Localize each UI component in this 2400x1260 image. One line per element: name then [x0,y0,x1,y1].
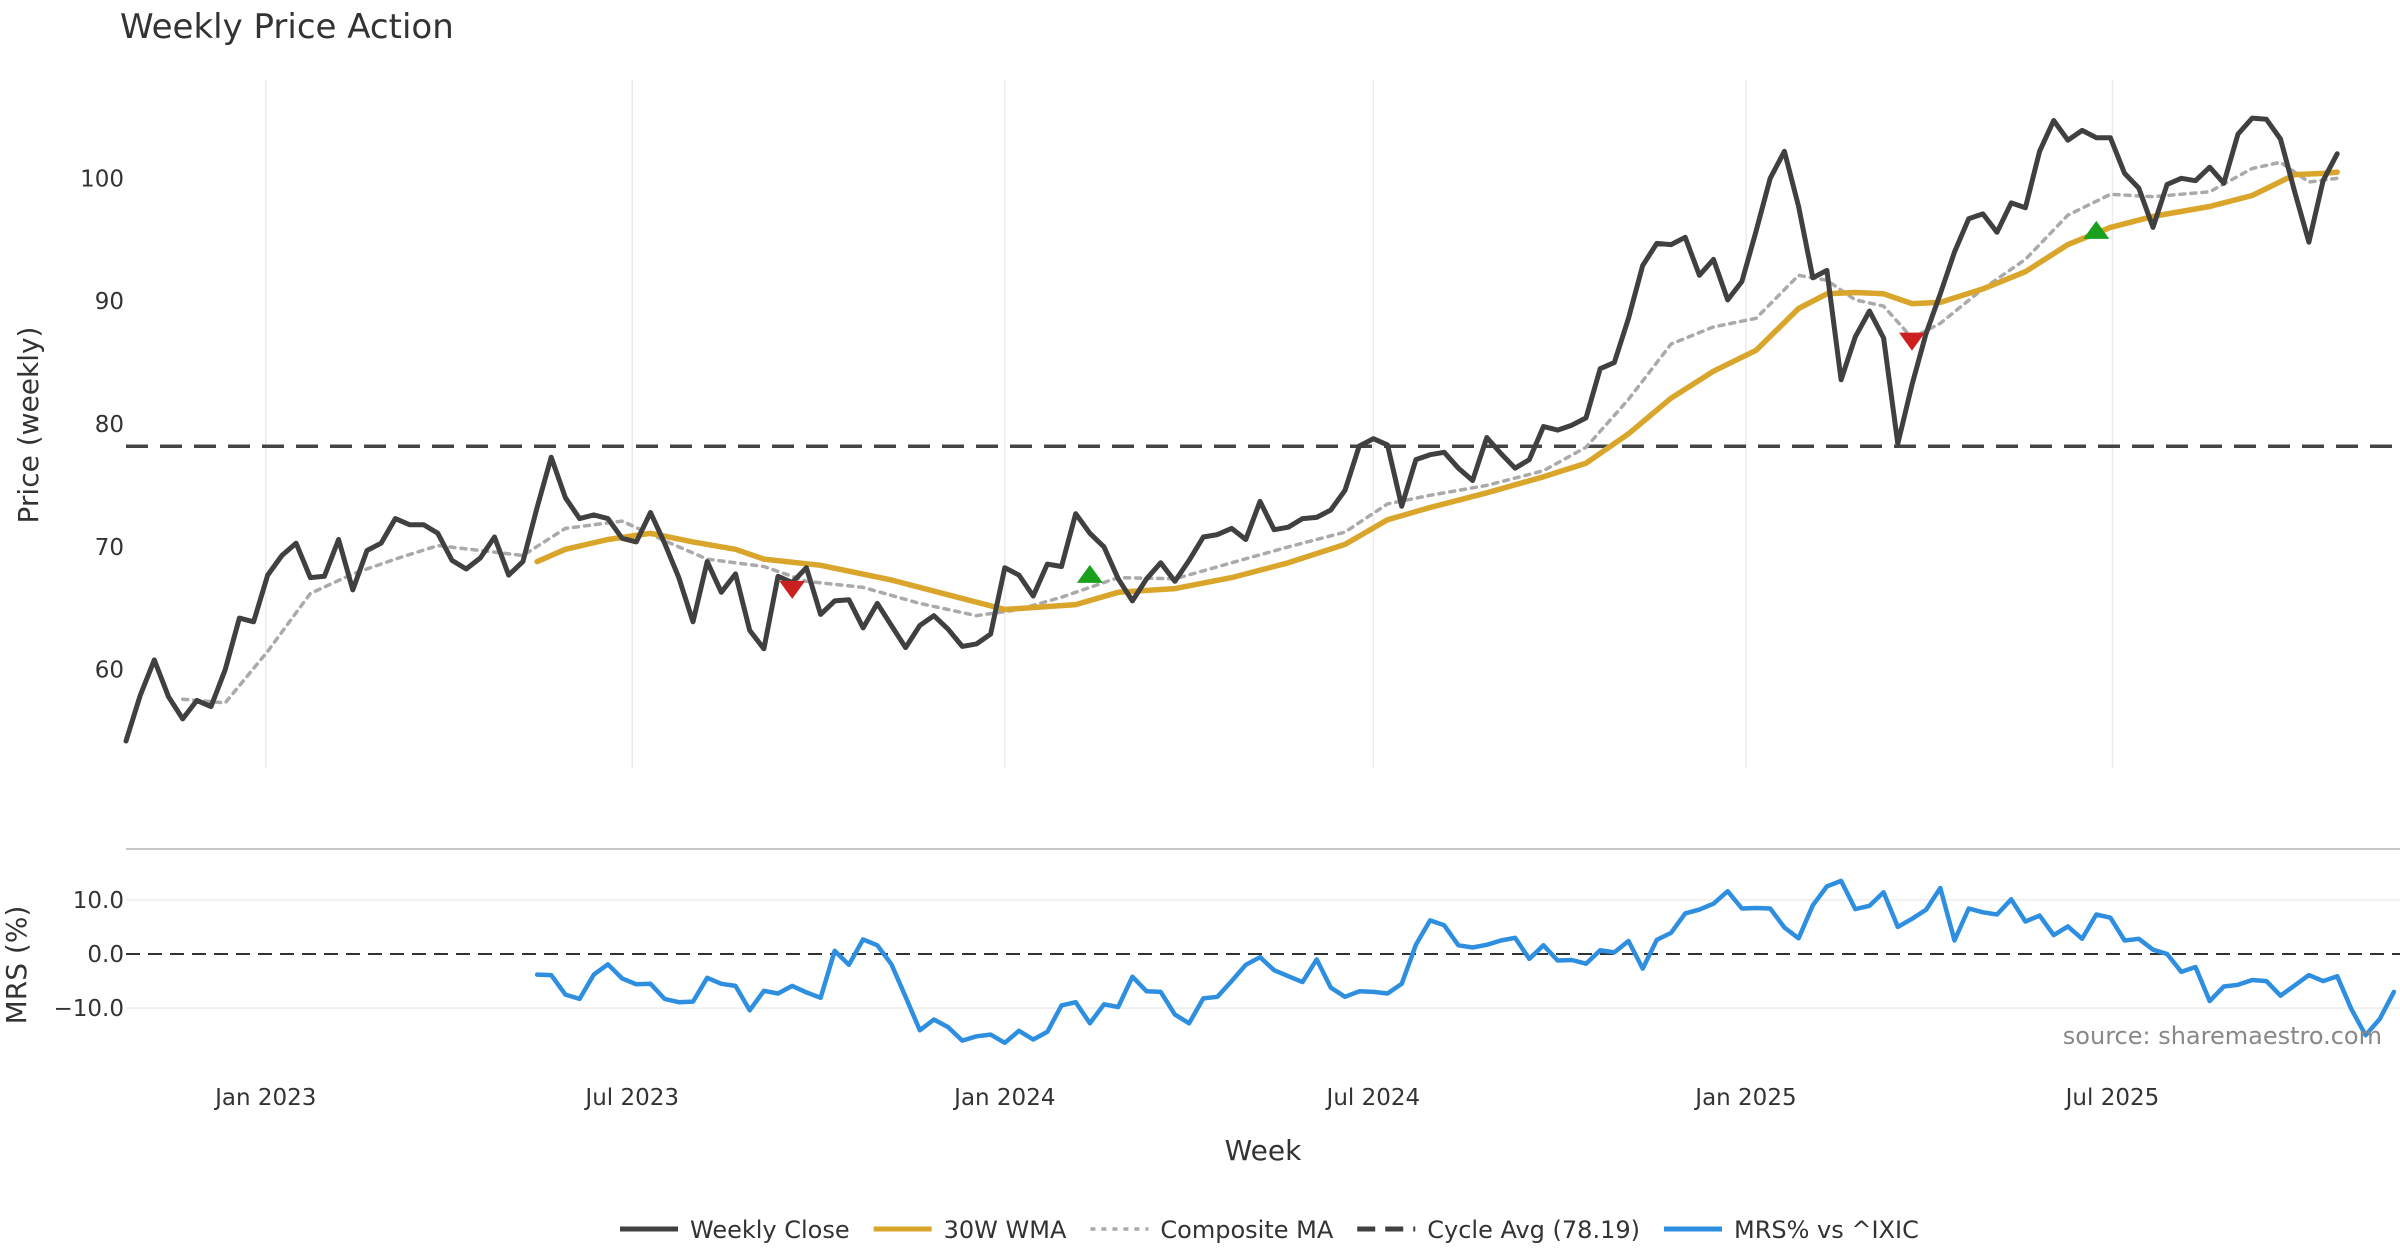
legend-label-composite-ma: Composite MA [1160,1216,1333,1244]
price-series-group [123,115,2340,744]
mrs-y-tick-labels: 10.0 0.0 −10.0 [54,888,124,1022]
x-tick-jan-2023: Jan 2023 [213,1085,316,1111]
x-tick-labels: Jan 2023 Jul 2023 Jan 2024 Jul 2024 Jan 2025… [213,1085,2159,1111]
series-composite-ma-line [180,160,2339,705]
mrs-y-tick-10-0: −10.0 [54,996,124,1022]
price-gridlines [264,80,2114,768]
sell-signal-marker-3 [1898,332,1925,351]
legend: Weekly Close 30W WMA Composite MA Cycle Avg… [620,1216,1919,1244]
mrs-series-group [534,878,2397,1046]
legend-label-30w-wma: 30W WMA [944,1216,1067,1244]
buy-signal-marker-2 [1076,564,1103,583]
x-tick-jan-2024: Jan 2024 [952,1085,1055,1111]
x-axis-label: Week [1225,1134,1302,1167]
x-tick-jul-2023: Jul 2023 [583,1085,679,1111]
price-y-tick-70: 70 [95,535,124,561]
series-weekly-close-line [123,115,2340,744]
price-y-tick-labels: 60 70 80 90 100 [80,166,124,683]
price-y-tick-80: 80 [95,412,124,438]
sell-signal-marker-1 [779,580,806,599]
price-y-tick-100: 100 [80,166,124,192]
mrs-y-tick-0-0: 0.0 [87,942,124,968]
signal-markers [779,220,2110,599]
price-y-tick-60: 60 [95,658,124,684]
x-tick-jan-2025: Jan 2025 [1693,1085,1796,1111]
x-tick-jul-2025: Jul 2025 [2064,1085,2160,1111]
series-mrs-vs-ixic-line [534,878,2397,1046]
mrs-y-axis-label: MRS (%) [0,906,33,1025]
mrs-panel: 10.0 0.0 −10.0 MRS (%) source: sharemaestr… [0,878,2400,1050]
price-y-axis-label: Price (weekly) [12,327,45,524]
source-annotation: source: sharemaestro.com [2063,1022,2382,1050]
chart-title: Weekly Price Action [120,7,454,47]
legend-label-mrs-vs-ixic: MRS% vs ^IXIC [1734,1216,1919,1244]
series-30w-wma-line [534,169,2340,613]
price-y-tick-90: 90 [95,289,124,315]
legend-label-weekly-close: Weekly Close [690,1216,850,1244]
legend-label-cycle-avg-78-19: Cycle Avg (78.19) [1427,1216,1640,1244]
price-panel: 60 70 80 90 100 Price (weekly) [12,80,2400,768]
buy-signal-marker-4 [2083,220,2110,239]
mrs-y-tick-10-0: 10.0 [73,888,124,914]
mrs-gridlines [126,899,2400,1009]
x-tick-jul-2024: Jul 2024 [1325,1085,1421,1111]
